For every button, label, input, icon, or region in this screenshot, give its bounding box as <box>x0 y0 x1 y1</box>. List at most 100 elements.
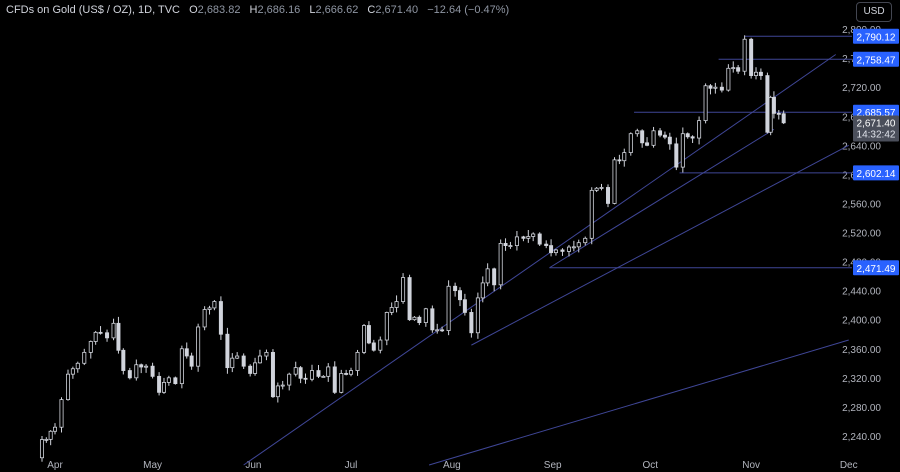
level-label: 2,602.14 <box>857 169 896 180</box>
currency-button[interactable]: USD <box>856 2 892 22</box>
candle-body <box>66 373 71 401</box>
candle-body <box>196 326 201 367</box>
x-tick-label: Dec <box>840 460 858 471</box>
y-tick-label: 2,440.00 <box>842 287 881 298</box>
candle-body <box>781 113 786 124</box>
trendline <box>428 339 849 466</box>
candle-body <box>218 301 223 335</box>
change-value: −12.64 (−0.47%) <box>427 4 510 16</box>
y-tick-label: 2,240.00 <box>842 432 881 443</box>
y-tick-label: 2,400.00 <box>842 316 881 327</box>
candle-body <box>70 368 75 375</box>
candle-body <box>726 67 731 91</box>
candle-body <box>453 285 458 292</box>
candle-body <box>526 236 531 239</box>
candle-body <box>189 355 194 367</box>
candle-body <box>417 316 422 323</box>
candle-body <box>736 67 741 72</box>
high-value: 2,686.16 <box>257 4 301 16</box>
candle-body <box>713 86 718 89</box>
level-badge <box>853 28 899 44</box>
x-tick-label: Aug <box>443 460 461 471</box>
candle-body <box>248 365 253 374</box>
candle-body <box>635 130 640 135</box>
candle-body <box>82 351 87 364</box>
candle-body <box>150 365 155 377</box>
candle-body <box>332 366 337 393</box>
candle-body <box>127 370 132 379</box>
candle-body <box>339 373 344 393</box>
candle-body <box>765 75 770 133</box>
level-label: 2,471.49 <box>857 264 896 275</box>
candle-body <box>366 325 371 344</box>
x-tick-label: Apr <box>47 460 63 471</box>
candle-body <box>674 143 679 168</box>
candle-body <box>651 130 656 146</box>
high-label: H <box>249 4 258 16</box>
candle-body <box>576 242 581 248</box>
y-tick-label: 2,520.00 <box>842 229 881 240</box>
candle-body <box>628 133 633 153</box>
level-badge <box>853 51 899 67</box>
level-label: 2,685.57 <box>857 108 896 119</box>
candle-body <box>742 38 747 72</box>
candle-body <box>440 329 445 332</box>
candle-body <box>667 136 672 145</box>
candle-body <box>173 377 178 385</box>
candle-body <box>571 246 576 249</box>
candle-body <box>394 301 399 308</box>
candle-body <box>640 130 645 144</box>
y-tick-label: 2,640.00 <box>842 141 881 152</box>
trendline <box>471 144 849 346</box>
candle-body <box>697 120 702 139</box>
candle-body <box>485 268 490 284</box>
candle-body <box>235 355 240 359</box>
candle-body <box>606 187 611 204</box>
candle-body <box>287 373 292 386</box>
y-tick-label: 2,280.00 <box>842 403 881 414</box>
candle-body <box>617 159 622 162</box>
symbol-title: CFDs on Gold (US$ / OZ), 1D, TVC <box>6 4 181 16</box>
candle-body <box>566 246 571 252</box>
candle-body <box>326 366 331 377</box>
candle-body <box>253 362 258 374</box>
candle-body <box>88 341 93 353</box>
candle-body <box>349 370 354 375</box>
candle-body <box>662 134 667 138</box>
candle-body <box>139 364 144 368</box>
candle-body <box>293 367 298 375</box>
candle-body <box>378 339 383 351</box>
candle-body <box>521 236 526 239</box>
candle-body <box>225 333 230 369</box>
x-tick-label: Jul <box>345 460 358 471</box>
candle-body <box>371 342 376 351</box>
candle-body <box>275 385 280 398</box>
candle-body <box>480 282 485 299</box>
candle-body <box>612 159 617 204</box>
candle-body <box>731 67 736 70</box>
y-tick-label: 2,560.00 <box>842 199 881 210</box>
open-label: O <box>189 4 198 16</box>
candle-body <box>53 426 58 432</box>
level-badge <box>853 165 899 181</box>
low-value: 2,666.62 <box>315 4 359 16</box>
last-price-label: 2,671.40 <box>857 119 896 130</box>
x-tick-label: Sep <box>544 460 562 471</box>
candle-body <box>537 233 542 245</box>
x-tick-label: Jun <box>245 460 261 471</box>
candle-body <box>48 430 53 440</box>
countdown-label: 14:32:42 <box>857 130 896 141</box>
candle-body <box>498 243 503 286</box>
candle-body <box>401 277 406 302</box>
candle-body <box>161 382 166 393</box>
open-value: 2,683.82 <box>197 4 241 16</box>
candle-body <box>179 348 184 385</box>
candle-body <box>749 38 754 76</box>
chart-header: CFDs on Gold (US$ / OZ), 1D, TVC O2,683.… <box>6 4 509 16</box>
candle-body <box>768 96 773 133</box>
candle-body <box>589 189 594 239</box>
candle-body <box>316 370 321 377</box>
candle-body <box>622 152 627 162</box>
candle-body <box>703 85 708 122</box>
